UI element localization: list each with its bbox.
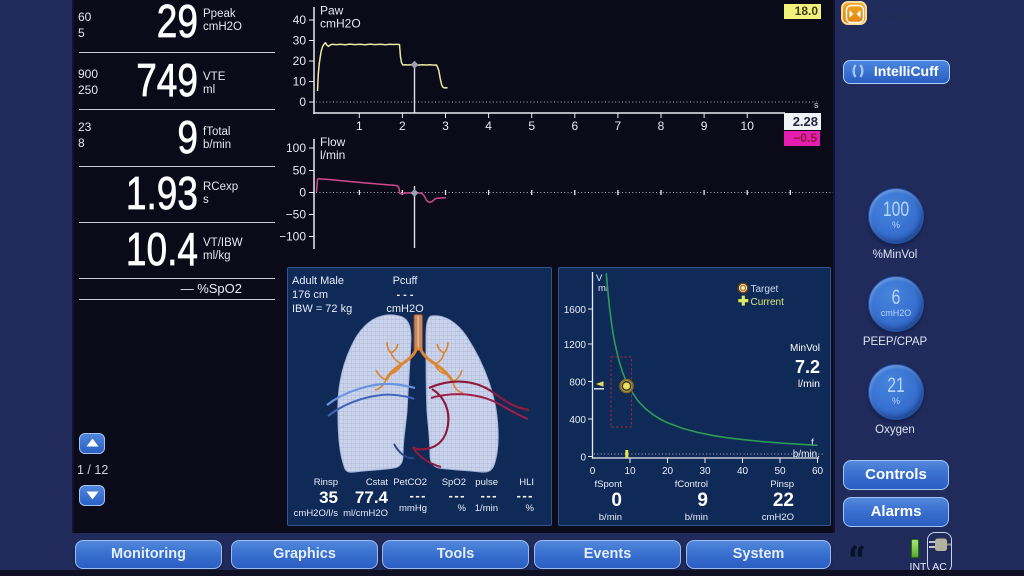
svg-text:30: 30 xyxy=(293,34,307,48)
svg-text:400: 400 xyxy=(569,415,586,426)
svg-text:0: 0 xyxy=(299,95,306,109)
svg-text:Target: Target xyxy=(751,284,779,295)
svg-text:s: s xyxy=(814,100,819,110)
svg-text:1600: 1600 xyxy=(564,305,587,316)
svg-text:40: 40 xyxy=(737,466,749,477)
svg-text:8: 8 xyxy=(658,119,665,133)
svg-text:0: 0 xyxy=(580,453,586,464)
svg-text:−50: −50 xyxy=(286,208,307,222)
svg-text:b/min.: b/min. xyxy=(793,449,820,460)
svg-text:10: 10 xyxy=(293,75,307,89)
svg-text:0: 0 xyxy=(299,186,306,200)
svg-text:5: 5 xyxy=(528,119,535,133)
svg-text:50: 50 xyxy=(293,164,307,178)
svg-text:1200: 1200 xyxy=(564,340,587,351)
svg-text:10: 10 xyxy=(741,119,755,133)
svg-text:3: 3 xyxy=(442,119,449,133)
svg-text:2: 2 xyxy=(399,119,406,133)
svg-text:cmH2O: cmH2O xyxy=(320,17,361,31)
svg-text:ml: ml xyxy=(598,283,608,294)
svg-text:50: 50 xyxy=(774,466,786,477)
svg-text:30: 30 xyxy=(699,466,711,477)
svg-text:7.2: 7.2 xyxy=(795,357,820,377)
svg-text:6: 6 xyxy=(571,119,578,133)
svg-text:Flow: Flow xyxy=(320,135,346,149)
svg-text:800: 800 xyxy=(569,378,586,389)
svg-text:Paw: Paw xyxy=(320,4,344,18)
svg-text:V: V xyxy=(596,273,603,284)
svg-text:4: 4 xyxy=(485,119,492,133)
svg-text:MinVol: MinVol xyxy=(790,343,820,354)
svg-text:l/min: l/min xyxy=(320,148,345,162)
svg-text:7: 7 xyxy=(615,119,622,133)
svg-text:9: 9 xyxy=(701,119,708,133)
svg-text:−100: −100 xyxy=(280,230,306,244)
svg-text:f: f xyxy=(811,438,814,449)
svg-text:0: 0 xyxy=(590,466,596,477)
svg-text:l/min: l/min xyxy=(798,378,820,390)
svg-text:20: 20 xyxy=(662,466,674,477)
svg-text:40: 40 xyxy=(293,13,307,27)
svg-text:60: 60 xyxy=(812,466,824,477)
svg-text:100: 100 xyxy=(286,141,306,155)
svg-text:10: 10 xyxy=(624,466,636,477)
svg-text:Current: Current xyxy=(751,297,785,308)
svg-text:1: 1 xyxy=(356,119,363,133)
svg-text:20: 20 xyxy=(293,54,307,68)
